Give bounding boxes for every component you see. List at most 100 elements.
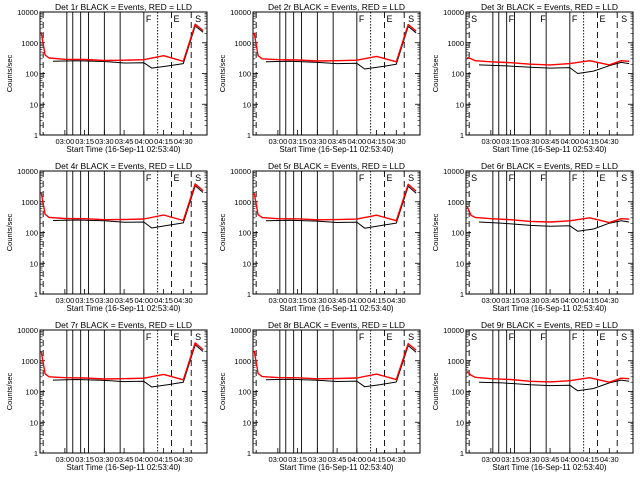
- flag-label: F: [509, 332, 515, 342]
- x-tick-label: 03:00: [55, 455, 74, 464]
- flag-label: F: [359, 332, 365, 342]
- y-tick-label: 10000: [17, 326, 38, 335]
- x-tick-label: 03:30: [308, 455, 327, 464]
- x-tick-label: 03:00: [481, 137, 500, 146]
- y-tick-label: 1: [247, 290, 251, 299]
- x-tick-label: 03:30: [95, 296, 114, 305]
- panel-title: Det 3r BLACK = Events, RED = LLD: [481, 2, 618, 12]
- y-tick-label: 1: [34, 449, 38, 458]
- y-tick-label: 10: [30, 100, 38, 109]
- flag-label: S: [621, 14, 627, 24]
- x-axis-label: Start Time (16-Sep-11 02:53:40): [279, 463, 393, 472]
- x-tick-label: 04:00: [560, 455, 579, 464]
- y-tick-label: 1000: [234, 39, 251, 48]
- x-tick-label: 04:00: [347, 455, 366, 464]
- x-tick-label: 04:15: [580, 296, 599, 305]
- x-tick-label: 03:45: [115, 137, 134, 146]
- flag-label: S: [471, 332, 477, 342]
- x-tick-label: 04:30: [174, 455, 193, 464]
- flag-label: F: [540, 332, 546, 342]
- y-tick-label: 1000: [21, 357, 38, 366]
- y-tick-label: 10000: [17, 8, 38, 17]
- x-tick-label: 04:15: [580, 455, 599, 464]
- events-series-line: [478, 379, 630, 392]
- x-tick-label: 03:30: [308, 137, 327, 146]
- panel-title: Det 4r BLACK = Events, RED = LLD: [55, 161, 192, 171]
- lld-series-line: [253, 23, 417, 63]
- y-tick-label: 10000: [230, 8, 251, 17]
- events-series-line: [52, 185, 204, 229]
- x-tick-label: 04:00: [134, 296, 153, 305]
- x-tick-label: 04:30: [600, 296, 619, 305]
- flag-label: S: [408, 14, 414, 24]
- y-tick-label: 100: [451, 229, 464, 238]
- flag-label: F: [359, 173, 365, 183]
- y-tick-label: 1000: [21, 39, 38, 48]
- plot-frame: [252, 329, 421, 454]
- y-tick-label: 100: [25, 229, 38, 238]
- panel-title: Det 6r BLACK = Events, RED = LLD: [481, 161, 618, 171]
- flag-label: F: [572, 173, 578, 183]
- x-tick-label: 04:30: [387, 137, 406, 146]
- events-series-line: [52, 344, 204, 388]
- x-tick-label: 03:15: [288, 137, 307, 146]
- events-series-line: [478, 61, 630, 74]
- lld-series-line: [466, 56, 630, 66]
- lld-series-line: [466, 206, 630, 224]
- y-tick-label: 10: [243, 418, 251, 427]
- x-tick-label: 04:15: [154, 296, 173, 305]
- panel-title: Det 7r BLACK = Events, RED = LLD: [55, 320, 192, 330]
- x-tick-label: 04:15: [580, 137, 599, 146]
- y-tick-label: 10000: [443, 326, 464, 335]
- x-tick-label: 04:00: [347, 137, 366, 146]
- y-tick-label: 10000: [443, 8, 464, 17]
- x-tick-label: 04:30: [387, 455, 406, 464]
- event-lines: [42, 330, 192, 453]
- y-axis-label: Counts/sec: [5, 213, 14, 251]
- events-series-line: [52, 25, 204, 69]
- x-axis-label: Start Time (16-Sep-11 02:53:40): [66, 145, 180, 154]
- plot-frame: [39, 170, 208, 295]
- y-tick-label: 10: [456, 418, 464, 427]
- y-tick-label: 10000: [230, 326, 251, 335]
- panel-title: Det 8r BLACK = Events, RED = LLD: [268, 320, 405, 330]
- x-tick-label: 03:45: [328, 137, 347, 146]
- y-tick-label: 100: [451, 70, 464, 79]
- lld-series-line: [40, 342, 204, 381]
- x-tick-label: 03:15: [501, 296, 520, 305]
- y-tick-label: 10: [243, 100, 251, 109]
- flag-label: F: [146, 332, 152, 342]
- flag-label: E: [386, 14, 392, 24]
- x-tick-label: 03:30: [521, 455, 540, 464]
- y-tick-label: 10: [456, 259, 464, 268]
- y-axis-label: Counts/sec: [431, 54, 440, 92]
- x-tick-label: 03:00: [481, 296, 500, 305]
- events-series-line: [478, 220, 630, 232]
- x-tick-label: 03:15: [75, 137, 94, 146]
- detector-panel: Det 2r BLACK = Events, RED = LLD F E S 1 10 10…: [218, 2, 421, 154]
- flag-label: S: [471, 173, 477, 183]
- y-tick-label: 1000: [447, 198, 464, 207]
- plot-frame: [39, 329, 208, 454]
- y-axis-label: Counts/sec: [218, 54, 227, 92]
- x-tick-label: 03:15: [501, 137, 520, 146]
- flag-label: F: [146, 173, 152, 183]
- event-lines: [255, 12, 405, 135]
- x-tick-label: 03:45: [328, 296, 347, 305]
- x-tick-label: 04:30: [387, 296, 406, 305]
- y-tick-label: 1000: [447, 357, 464, 366]
- x-tick-label: 03:00: [268, 455, 287, 464]
- x-tick-label: 03:45: [115, 296, 134, 305]
- detector-panel: Det 4r BLACK = Events, RED = LLD F E S 1 10 10…: [5, 161, 208, 313]
- x-tick-label: 04:00: [134, 137, 153, 146]
- x-tick-label: 03:45: [541, 137, 560, 146]
- flag-label: F: [540, 14, 546, 24]
- y-tick-label: 1: [460, 449, 464, 458]
- flag-label: E: [386, 173, 392, 183]
- x-tick-label: 04:30: [600, 137, 619, 146]
- y-tick-label: 10: [243, 259, 251, 268]
- flag-label: F: [540, 173, 546, 183]
